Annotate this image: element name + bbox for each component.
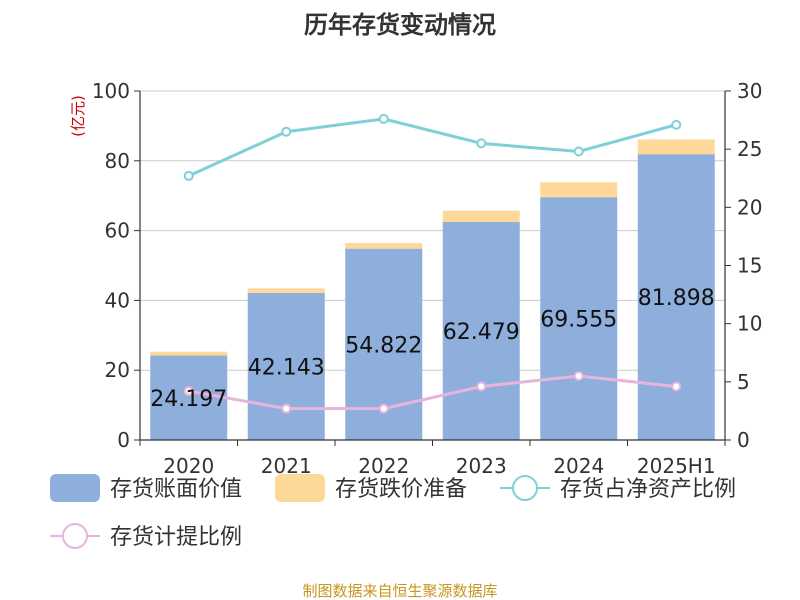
bar-value-label: 81.898 <box>638 286 715 311</box>
right-tick-label: 0 <box>737 428 750 452</box>
bar <box>637 154 715 441</box>
right-tick-label: 15 <box>737 254 762 278</box>
bar <box>442 210 520 222</box>
bar-labels: 24.197 42.143 54.822 62.479 69.555 81.898 <box>150 286 714 412</box>
bar-value-label: 62.479 <box>443 320 520 345</box>
left-tick-label: 0 <box>117 428 130 452</box>
legend-label: 存货占净资产比例 <box>560 477 736 502</box>
right-tick-label: 10 <box>737 312 762 336</box>
bar-value-label: 42.143 <box>248 355 325 380</box>
legend-swatch-marker <box>512 475 538 501</box>
line-point <box>476 381 487 392</box>
bars <box>150 139 715 441</box>
left-tick-label: 40 <box>105 288 130 312</box>
source-note: 制图数据来自恒生聚源数据库 <box>302 582 497 600</box>
x-tick-label: 2022 <box>358 454 409 478</box>
line-point <box>573 146 584 157</box>
grid <box>140 90 725 371</box>
x-tick-label: 2025H1 <box>637 454 716 478</box>
bar <box>540 182 618 198</box>
legend-label: 存货计提比例 <box>110 525 242 550</box>
right-tick-label: 30 <box>737 79 762 103</box>
bar <box>345 243 423 249</box>
left-tick-label: 20 <box>105 358 130 382</box>
x-tick-label: 2020 <box>163 454 214 478</box>
bar <box>247 292 325 440</box>
x-tick-label: 2024 <box>553 454 604 478</box>
line-point <box>476 138 487 149</box>
legend-swatch <box>275 474 325 502</box>
bar <box>637 139 715 155</box>
bar <box>150 355 228 440</box>
bar-value-label: 24.197 <box>150 387 227 412</box>
left-tick-label: 100 <box>92 79 130 103</box>
x-tick-label: 2023 <box>456 454 507 478</box>
right-tick-label: 20 <box>737 195 762 219</box>
left-axis-unit: (亿元) <box>69 95 87 137</box>
line-point <box>671 381 682 392</box>
bar-value-label: 54.822 <box>345 333 422 358</box>
left-tick-label: 80 <box>105 149 130 173</box>
legend-swatch-marker <box>62 523 88 549</box>
bar <box>540 197 618 440</box>
right-tick-label: 5 <box>737 370 750 394</box>
line-point <box>183 386 194 397</box>
bar <box>150 351 228 356</box>
legend-swatch <box>50 474 100 502</box>
series-line <box>188 374 677 411</box>
line-point <box>573 371 584 382</box>
line-point <box>281 126 292 137</box>
legend-label: 存货跌价准备 <box>335 477 467 502</box>
bar <box>247 288 325 293</box>
chart-title: 历年存货变动情况 <box>304 11 496 39</box>
line-point <box>378 403 389 414</box>
bar <box>442 221 520 440</box>
line-point <box>183 170 194 181</box>
right-tick-label: 25 <box>737 137 762 161</box>
line-point <box>378 113 389 124</box>
lines <box>183 113 682 414</box>
bar-value-label: 69.555 <box>540 308 617 333</box>
line-point <box>671 119 682 130</box>
line-point <box>281 403 292 414</box>
series-line <box>188 117 677 178</box>
legend-label: 存货账面价值 <box>110 477 242 502</box>
left-tick-label: 60 <box>105 219 130 243</box>
